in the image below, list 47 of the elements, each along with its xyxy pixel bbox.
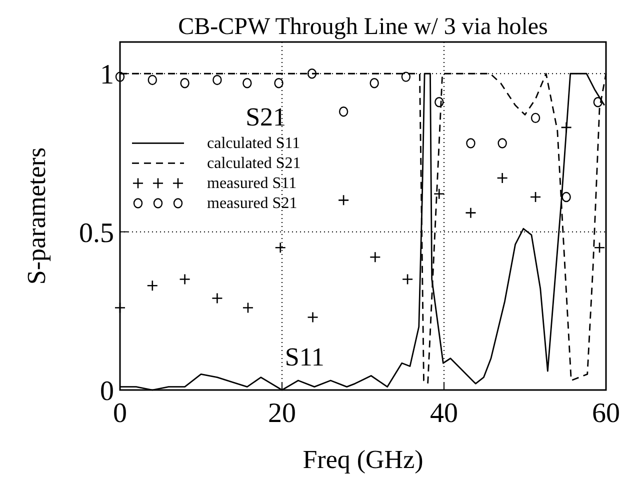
- point: [562, 192, 571, 202]
- legend-label: calculated S11: [207, 135, 300, 152]
- point: [530, 112, 540, 124]
- point: [180, 78, 190, 88]
- point: [498, 138, 507, 148]
- point: [242, 302, 254, 314]
- y-tick-label: 0: [100, 376, 114, 407]
- point: [496, 172, 508, 184]
- x-tick-label: 40: [430, 398, 458, 429]
- point: [433, 188, 445, 200]
- point: [593, 97, 602, 108]
- point: [242, 78, 252, 88]
- point: [307, 312, 318, 323]
- point: [594, 242, 606, 254]
- legend-label: calculated S21: [207, 155, 301, 172]
- point: [370, 78, 379, 88]
- point: [338, 106, 348, 117]
- point: [370, 251, 381, 263]
- point: [466, 138, 476, 148]
- point: [146, 280, 158, 292]
- point: [434, 97, 444, 108]
- annotation: S21: [246, 102, 286, 132]
- point: [274, 78, 284, 88]
- point: [338, 194, 350, 206]
- point: [179, 274, 190, 285]
- x-tick-label: 60: [592, 398, 620, 429]
- point: [212, 74, 222, 86]
- point: [401, 72, 411, 82]
- point: [114, 302, 126, 314]
- y-tick-label: 1: [100, 60, 114, 91]
- point: [115, 72, 125, 82]
- y-tick-label: 0.5: [79, 218, 114, 249]
- point: [274, 242, 286, 254]
- y-axis-title: S-parameters: [22, 147, 51, 285]
- point: [212, 292, 223, 304]
- x-tick-label: 20: [268, 398, 296, 429]
- legend-label: measured S11: [207, 175, 297, 192]
- point: [402, 274, 414, 285]
- point: [530, 191, 542, 203]
- point: [148, 74, 157, 86]
- point: [307, 68, 317, 79]
- x-axis-title: Freq (GHz): [302, 445, 424, 474]
- chart-title: CB-CPW Through Line w/ 3 via holes: [178, 14, 548, 40]
- legend-label: measured S21: [207, 195, 298, 212]
- point: [465, 207, 476, 218]
- annotation: S11: [284, 342, 324, 372]
- point: [560, 122, 572, 134]
